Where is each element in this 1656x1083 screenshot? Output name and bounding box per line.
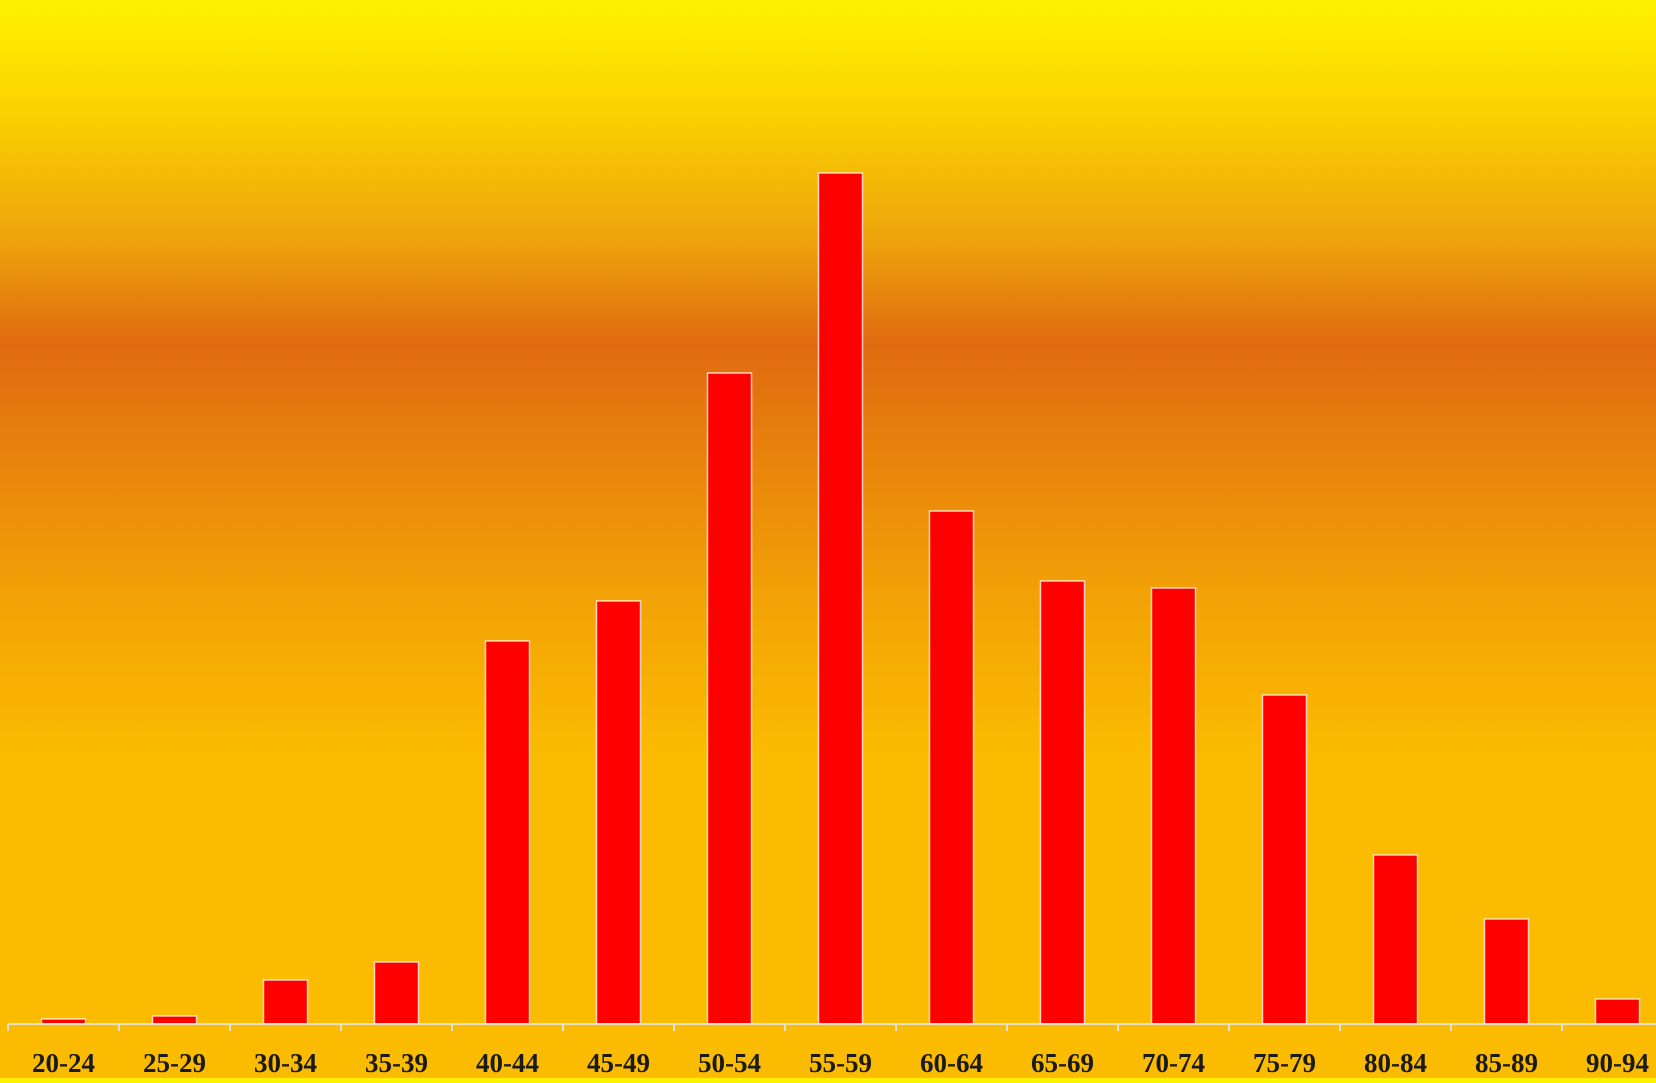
bar-50-54 [706,372,753,1025]
x-tick-label: 80-84 [1364,1048,1427,1078]
bar-35-39 [373,961,420,1025]
bar-75-79 [1261,694,1308,1025]
x-tick-label: 40-44 [476,1048,539,1078]
x-tick-labels: 20-24 25-29 30-34 35-39 40-44 45-49 50-54 55-59… [32,1048,1649,1078]
x-tick-label: 35-39 [365,1048,428,1078]
x-axis [7,1023,1656,1031]
bars-group [40,172,1641,1025]
x-tick-label: 70-74 [1142,1048,1205,1078]
x-tick-label: 60-64 [920,1048,983,1078]
bar-30-34 [262,979,309,1025]
bar-90-94 [1594,998,1641,1025]
x-tick-label: 85-89 [1475,1048,1538,1078]
x-tick-label: 45-49 [587,1048,650,1078]
x-tick-label: 65-69 [1031,1048,1094,1078]
bar-55-59 [817,172,864,1025]
bar-70-74 [1150,587,1197,1025]
bar-25-29 [151,1015,198,1025]
x-tick-label: 75-79 [1253,1048,1316,1078]
x-tick-label: 90-94 [1586,1048,1649,1078]
x-tick-label: 55-59 [809,1048,872,1078]
bar-65-69 [1039,580,1086,1025]
bar-45-49 [595,600,642,1025]
x-tick-label: 25-29 [143,1048,206,1078]
x-tick-label: 30-34 [254,1048,317,1078]
x-tick-label: 20-24 [32,1048,95,1078]
bar-40-44 [484,640,531,1025]
bar-80-84 [1372,854,1419,1025]
x-tick-label: 50-54 [698,1048,761,1078]
bar-60-64 [928,510,975,1025]
bar-85-89 [1483,918,1530,1025]
